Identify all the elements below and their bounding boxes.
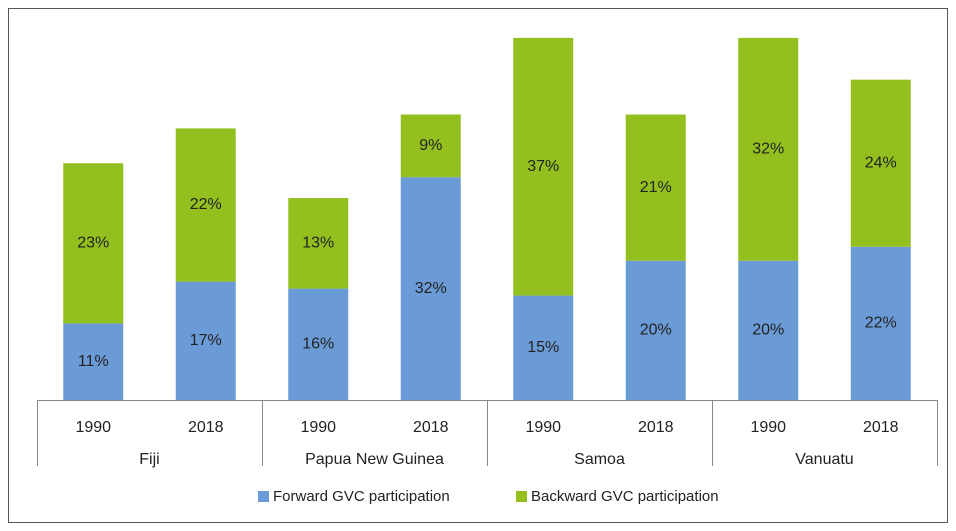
x-tick-label: 1990	[75, 419, 111, 436]
bar-segment	[513, 295, 574, 400]
data-label: 20%	[752, 322, 784, 339]
x-tick-label: 1990	[750, 419, 786, 436]
x-tick-label: 2018	[413, 419, 449, 436]
data-label: 16%	[302, 336, 334, 353]
data-label: 11%	[78, 353, 109, 370]
bar-segment	[850, 246, 911, 400]
data-label: 37%	[527, 158, 559, 175]
bar-segment	[850, 79, 911, 247]
data-label: 17%	[190, 332, 222, 349]
data-label: 32%	[415, 280, 447, 297]
bar-segment	[175, 128, 236, 282]
bar-segment	[63, 323, 124, 400]
group-label: Samoa	[574, 451, 625, 468]
bar-segment	[513, 37, 574, 296]
bar-segment	[288, 288, 349, 400]
x-tick-label: 2018	[188, 419, 224, 436]
data-label: 22%	[190, 196, 222, 213]
data-label: 20%	[640, 322, 672, 339]
x-tick-label: 2018	[863, 419, 899, 436]
bar-segment	[625, 114, 686, 261]
data-label: 24%	[865, 154, 897, 171]
chart-frame	[8, 8, 948, 523]
x-tick-label: 1990	[525, 419, 561, 436]
legend-swatch	[258, 491, 269, 502]
data-label: 23%	[77, 235, 109, 252]
legend-swatch	[516, 491, 527, 502]
bar-segment	[400, 177, 461, 400]
data-label: 9%	[419, 137, 442, 154]
data-label: 22%	[865, 315, 897, 332]
x-tick-label: 2018	[638, 419, 674, 436]
data-label: 21%	[640, 179, 672, 196]
legend-label: Forward GVC participation	[273, 488, 450, 505]
bar-segment	[175, 281, 236, 400]
legend-label: Backward GVC participation	[531, 488, 719, 505]
group-label: Vanuatu	[795, 451, 853, 468]
data-label: 32%	[752, 141, 784, 158]
group-label: Fiji	[139, 451, 159, 468]
data-label: 13%	[302, 235, 334, 252]
bar-segment	[738, 260, 799, 400]
bar-segment	[400, 114, 461, 178]
bar-segment	[63, 163, 124, 324]
bar-segment	[288, 198, 349, 289]
group-label: Papua New Guinea	[305, 451, 444, 468]
x-tick-label: 1990	[300, 419, 336, 436]
data-label: 15%	[527, 339, 559, 356]
bar-segment	[738, 37, 799, 261]
bar-segment	[625, 260, 686, 400]
